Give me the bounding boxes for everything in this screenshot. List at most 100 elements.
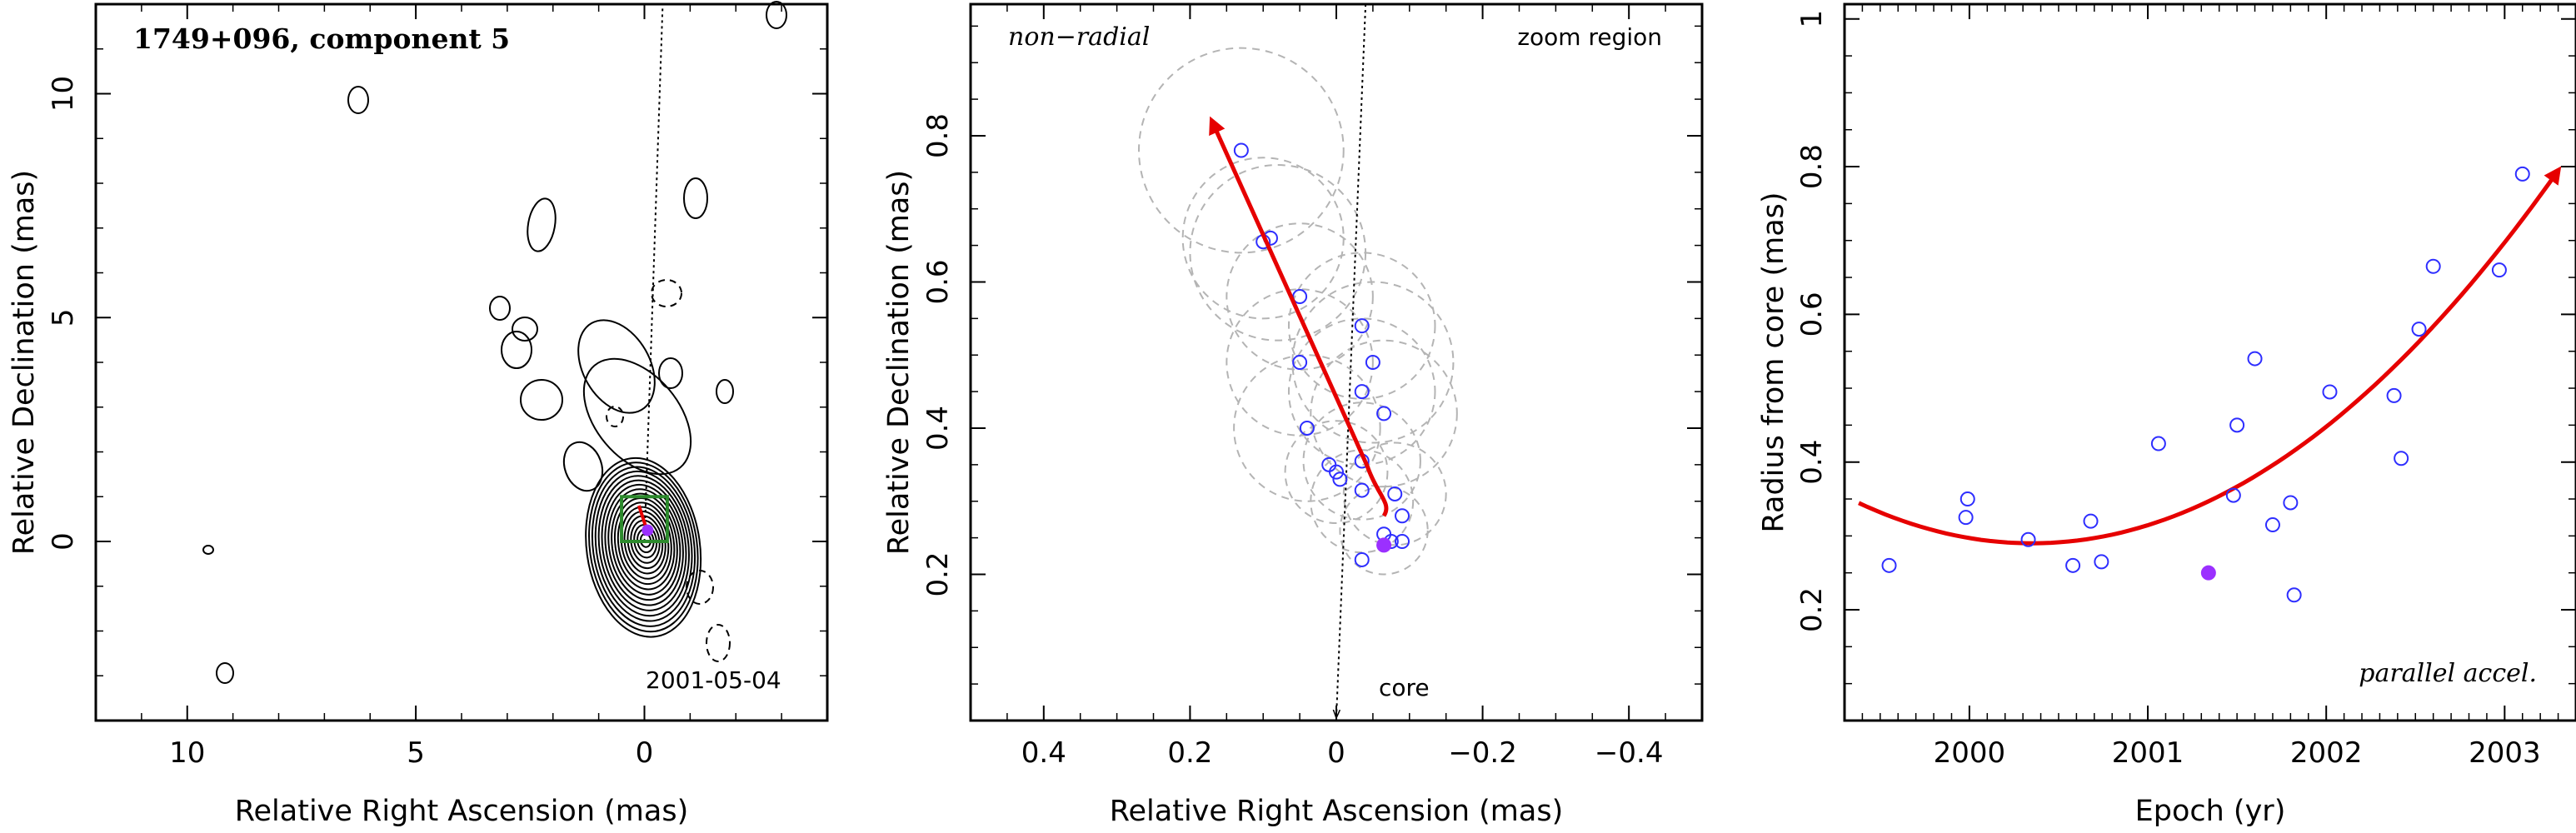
contour-island	[216, 662, 234, 684]
contour-island	[512, 317, 538, 342]
zoom-box	[620, 495, 669, 543]
data-point	[1387, 486, 1403, 501]
panel-radius-vs-epoch: 2000 2001 2002 2003 0.2 0.4 0.6 0.8 1 parallel a…	[1757, 2, 2576, 828]
data-point	[1881, 557, 1897, 573]
contour-level	[585, 456, 702, 638]
data-point	[2225, 487, 2241, 503]
contour-island	[562, 441, 604, 492]
negative-contour	[686, 570, 714, 605]
contour-level	[591, 466, 696, 627]
contour-island	[501, 331, 532, 369]
contour-level	[604, 483, 684, 606]
data-point	[2425, 258, 2441, 274]
x-tick-label: 2001	[2112, 736, 2184, 770]
x-tick-label: 10	[169, 736, 205, 770]
error-circle	[1189, 164, 1367, 342]
y-tick-label: 0.4	[921, 406, 955, 451]
date-label: 2001-05-04	[646, 666, 781, 694]
error-circle	[1302, 402, 1421, 521]
data-point	[2386, 387, 2402, 403]
contour-island	[202, 545, 214, 555]
contour-island	[520, 379, 563, 421]
contour-island	[658, 357, 683, 389]
data-point	[1354, 482, 1370, 498]
highlight-point	[1376, 537, 1392, 553]
annotation-non-radial: non−radial	[1008, 22, 1150, 52]
data-point	[1354, 384, 1370, 400]
radial-line	[1336, 3, 1367, 717]
data-point	[1354, 551, 1370, 567]
data-point	[2094, 554, 2109, 570]
data-point	[1376, 406, 1392, 421]
data-point	[2229, 417, 2245, 433]
error-circle	[1226, 222, 1374, 371]
data-point	[1292, 355, 1308, 370]
error-circle	[1287, 317, 1436, 466]
contour-island	[347, 86, 369, 114]
x-tick-label: 0	[636, 736, 654, 770]
contour-island	[489, 296, 511, 321]
data-point	[1233, 142, 1249, 158]
data-point	[2283, 495, 2299, 511]
panel-contour-map: 10 5 0 0 5 10 1749+096, component 5 2001-05-0…	[7, 1, 829, 828]
contour-level	[617, 501, 672, 586]
contour-island	[577, 319, 656, 414]
panel-zoom-region: 0.4 0.2 0 −0.2 −0.4 0.2 0.4 0.6 0.8 non−radial z…	[882, 2, 1704, 828]
y-tick-label: 0.6	[921, 259, 955, 304]
data-point	[2065, 557, 2081, 573]
negative-contour	[606, 406, 624, 427]
x-tick-label: −0.4	[1595, 736, 1664, 770]
data-point	[2020, 531, 2036, 547]
data-point	[1329, 464, 1344, 480]
data-point	[2514, 166, 2530, 182]
y-tick-label: 0.8	[921, 113, 955, 158]
data-point	[1321, 456, 1337, 472]
y-tick-label: 0.2	[1795, 587, 1829, 632]
data-point	[2286, 587, 2302, 603]
fit-curve	[1858, 166, 2562, 546]
error-circle	[1138, 47, 1345, 254]
data-point	[1365, 355, 1380, 370]
x-tick-label: 5	[407, 736, 425, 770]
panel-title: 1749+096, component 5	[133, 22, 510, 55]
y-tick-label: 1	[1795, 10, 1829, 28]
annotation-core: core	[1379, 674, 1430, 701]
component-marker	[642, 524, 654, 536]
data-point	[2264, 517, 2280, 533]
error-circle	[1287, 252, 1436, 400]
data-point	[1395, 508, 1410, 524]
y-tick-label: 0.8	[1795, 144, 1829, 189]
contour-level	[611, 492, 678, 596]
y-axis-label: Radius from core (mas)	[1757, 192, 1790, 532]
data-point	[2247, 351, 2263, 367]
data-point	[2411, 322, 2427, 337]
x-tick-label: 0.2	[1167, 736, 1212, 770]
contour-island	[716, 379, 734, 404]
data-point	[1959, 491, 1975, 507]
negative-contour	[651, 279, 682, 307]
annotation-zoom-region: zoom region	[1517, 23, 1662, 51]
radial-line	[643, 3, 664, 542]
contour-island	[582, 357, 692, 476]
contour-level	[607, 488, 681, 601]
plot-frame	[1843, 2, 2576, 722]
error-circle	[1226, 288, 1374, 436]
contour-island	[683, 177, 708, 219]
error-circle	[1284, 420, 1389, 525]
contour-level	[588, 461, 699, 633]
fit-arrow	[1209, 116, 1389, 517]
negative-contour	[706, 624, 731, 662]
plot-frame	[94, 2, 829, 722]
error-circle	[1339, 486, 1429, 576]
annotation-parallel-accel: parallel accel.	[2359, 659, 2537, 688]
x-tick-label: 0	[1327, 736, 1345, 770]
error-circle	[1342, 441, 1447, 546]
y-tick-label: 5	[47, 308, 80, 327]
y-tick-label: 0.4	[1795, 440, 1829, 485]
data-point	[1299, 420, 1315, 436]
y-tick-label: 0.6	[1795, 292, 1829, 337]
y-axis-label: Relative Declination (mas)	[882, 170, 916, 555]
x-axis-label: Epoch (yr)	[2135, 795, 2286, 828]
data-point	[2150, 436, 2166, 451]
